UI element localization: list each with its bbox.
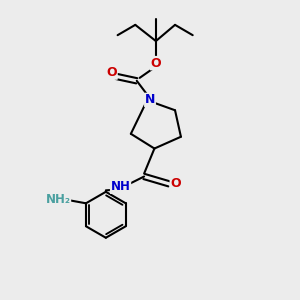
Text: NH₂: NH₂	[46, 193, 70, 206]
Text: O: O	[151, 57, 161, 70]
Text: NH: NH	[111, 180, 130, 193]
Text: O: O	[170, 177, 181, 190]
Text: N: N	[145, 93, 155, 106]
Text: O: O	[106, 66, 117, 79]
